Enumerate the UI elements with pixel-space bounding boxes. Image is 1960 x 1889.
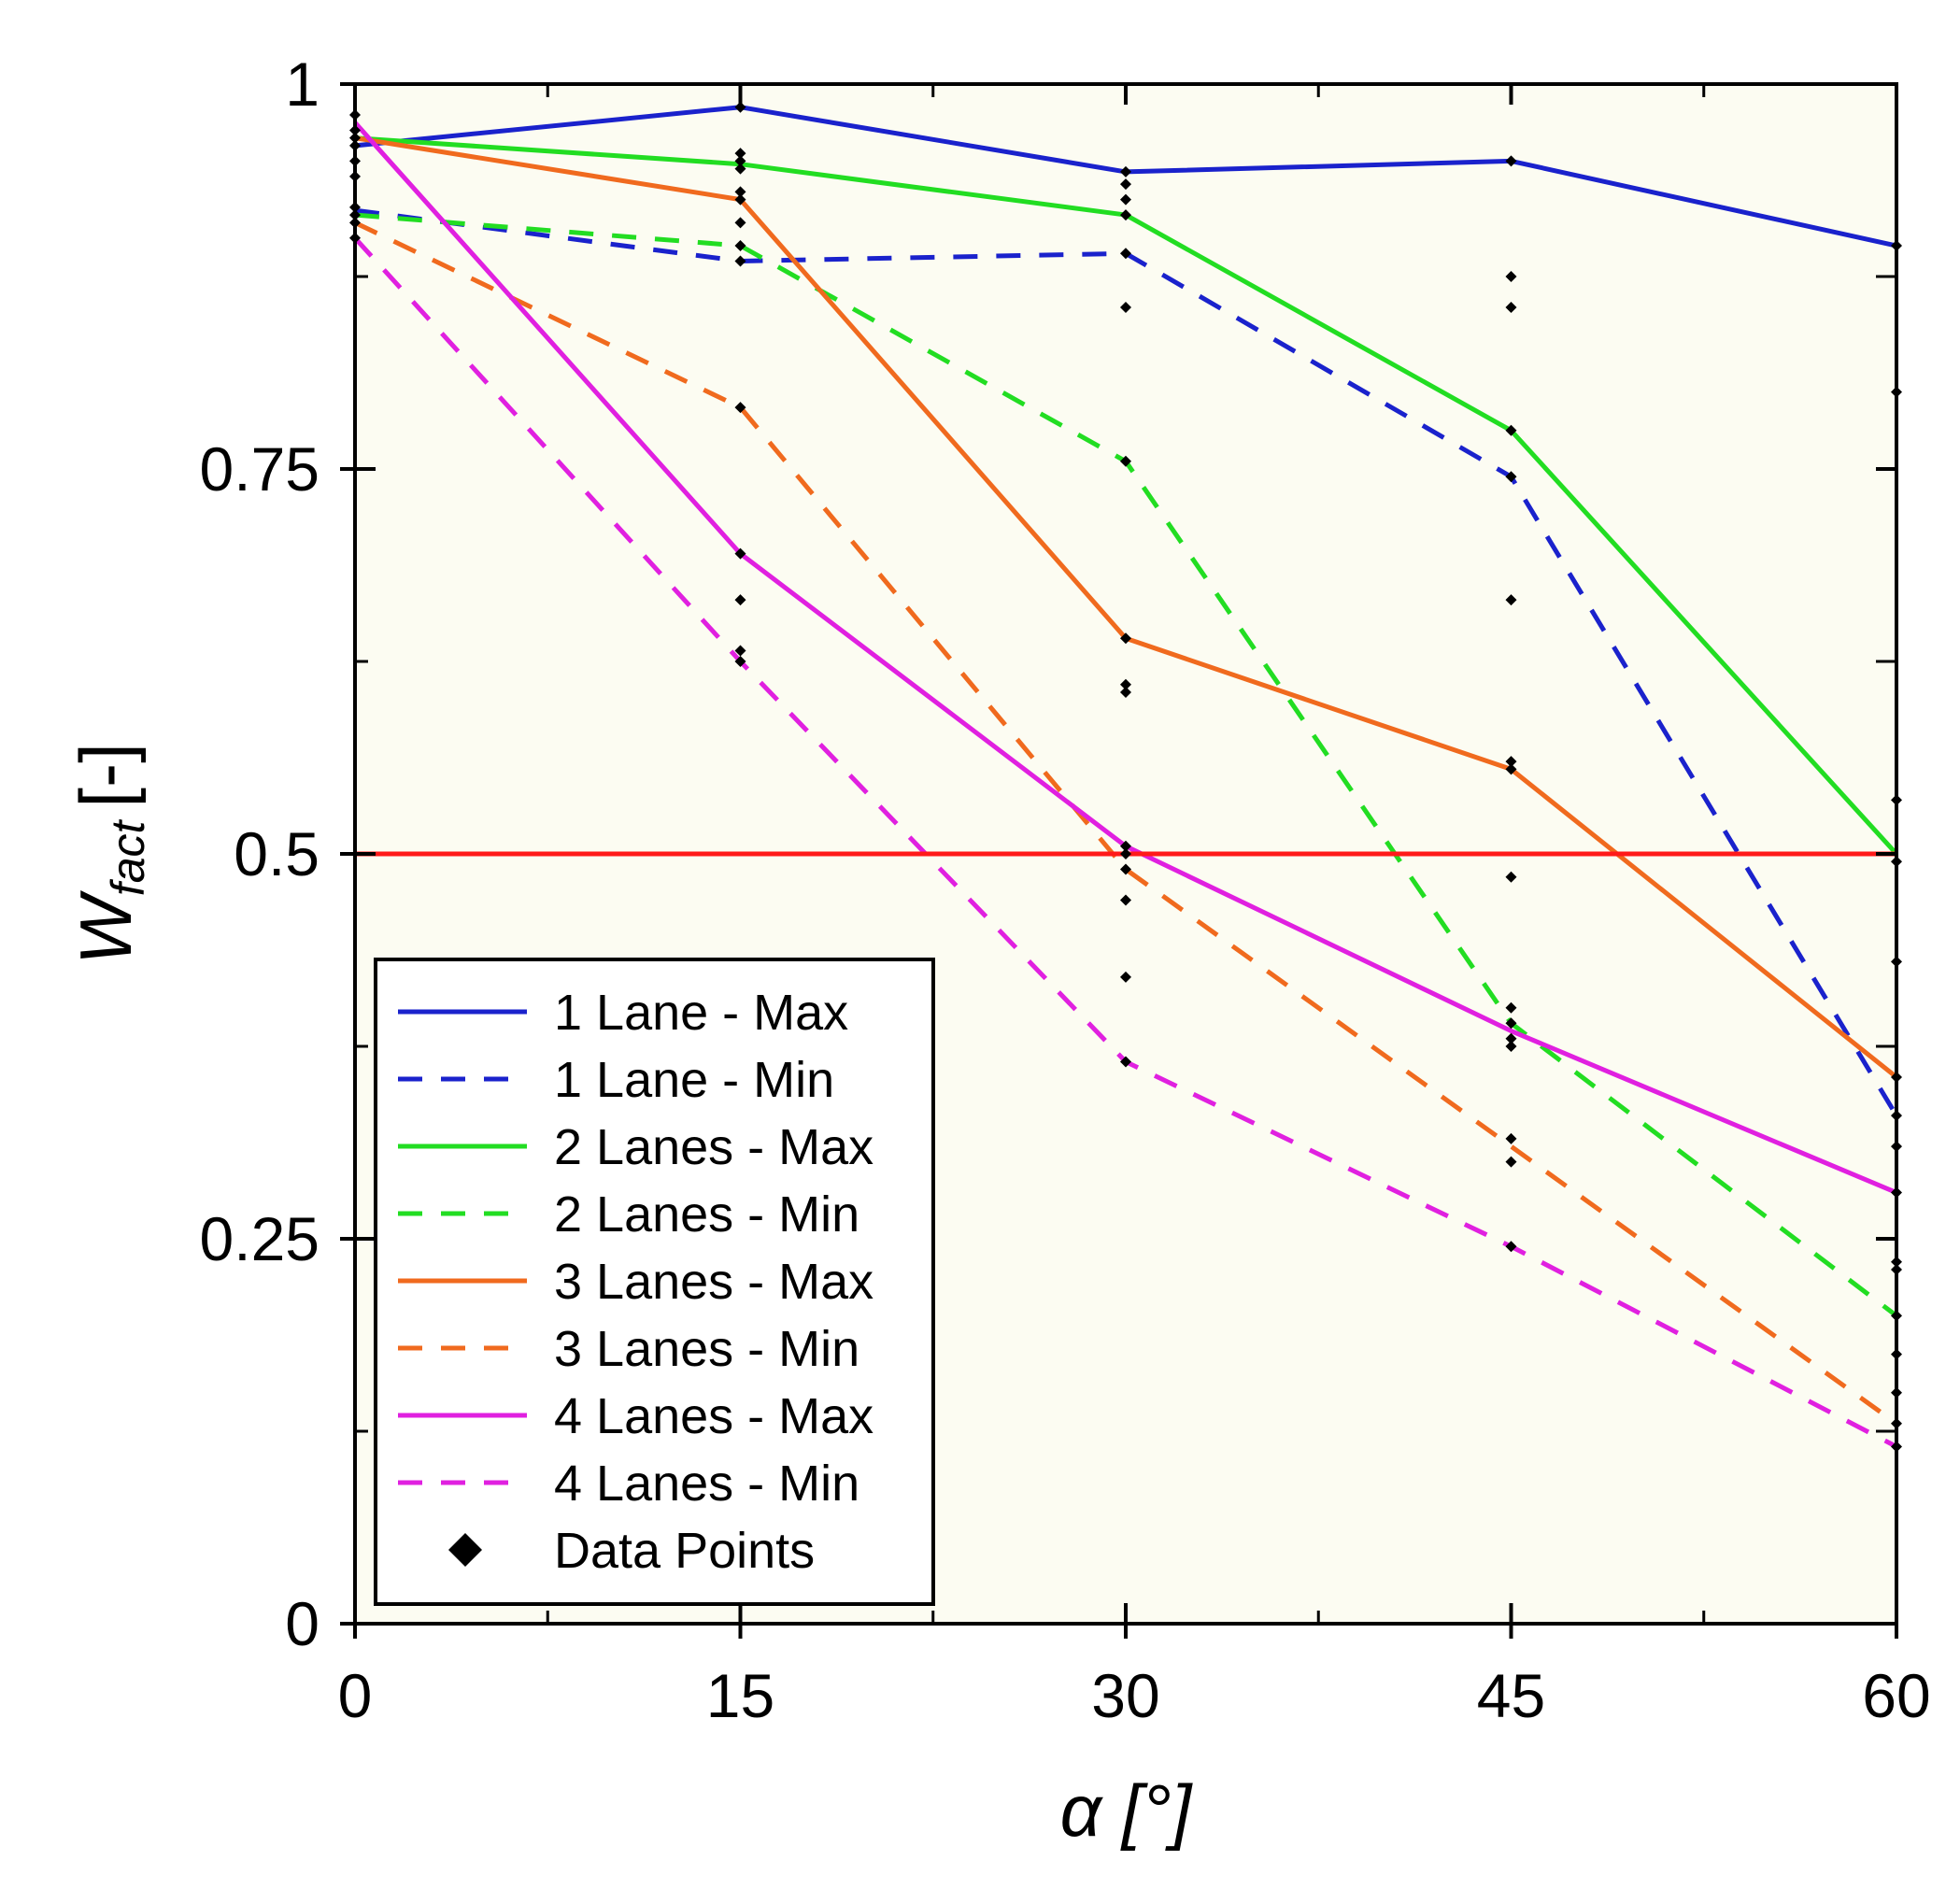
x-tick-label: 45 — [1477, 1661, 1545, 1730]
legend-label: 2 Lanes - Min — [554, 1186, 859, 1243]
legend-label: 3 Lanes - Max — [554, 1254, 873, 1310]
data-point — [1120, 209, 1131, 221]
data-point — [1505, 1017, 1517, 1030]
tick-labels: 0 15 30 45 60 0 0.25 0.5 0.75 1 — [200, 50, 1931, 1730]
data-point — [734, 656, 746, 667]
legend-label: 1 Lane - Max — [554, 985, 848, 1041]
data-point — [1505, 1132, 1517, 1144]
data-point — [1505, 155, 1517, 167]
data-point — [734, 255, 746, 267]
data-point — [1120, 971, 1131, 983]
legend-label: Data Points — [554, 1523, 815, 1579]
data-point — [1505, 424, 1517, 436]
x-tick-label: 30 — [1091, 1661, 1159, 1730]
x-axis-title: α [°] — [1060, 1769, 1194, 1852]
data-point — [734, 193, 746, 206]
data-point — [734, 186, 746, 198]
legend-label: 2 Lanes - Max — [554, 1119, 873, 1175]
x-tick-label: 60 — [1862, 1661, 1930, 1730]
data-point — [1120, 178, 1131, 191]
data-point — [1505, 1156, 1517, 1168]
legend-label: 3 Lanes - Min — [554, 1321, 859, 1377]
y-axis-title-unit: [-] — [64, 743, 147, 807]
data-point — [1120, 686, 1131, 698]
data-point — [734, 402, 746, 414]
data-point — [1505, 1241, 1517, 1253]
y-tick-label: 0.25 — [200, 1204, 320, 1273]
ticks — [340, 82, 1898, 1639]
data-point — [734, 240, 746, 252]
y-tick-label: 0 — [285, 1589, 320, 1658]
data-point — [1120, 848, 1131, 859]
data-point — [1505, 594, 1517, 606]
legend-label: 4 Lanes - Max — [554, 1388, 873, 1444]
data-point — [734, 148, 746, 160]
data-point — [1505, 871, 1517, 883]
data-point — [734, 155, 746, 167]
data-point — [1505, 1001, 1517, 1014]
data-point — [734, 217, 746, 229]
data-point — [734, 101, 746, 113]
data-point — [1505, 471, 1517, 483]
data-point — [1505, 763, 1517, 775]
y-axis-title-subscript: fact — [102, 818, 154, 896]
x-tick-label: 0 — [338, 1661, 373, 1730]
legend-marker — [448, 1533, 482, 1567]
data-point — [1505, 1041, 1517, 1052]
data-point — [1120, 1056, 1131, 1068]
data-point — [1120, 248, 1131, 260]
data-point — [1505, 271, 1517, 282]
y-tick-label: 0.5 — [234, 819, 320, 888]
legend-label: 1 Lane - Min — [554, 1052, 834, 1108]
svg-text:Wfact[-]: Wfact [-] — [64, 743, 154, 965]
data-point — [734, 547, 746, 560]
data-point — [1505, 756, 1517, 768]
legend: 1 Lane - Max 1 Lane - Min 2 Lanes - Max 2 L… — [374, 958, 935, 1606]
data-point — [1120, 863, 1131, 875]
data-point — [1120, 193, 1131, 206]
data-point — [734, 594, 746, 606]
y-tick-label: 1 — [285, 50, 320, 119]
data-point — [1120, 894, 1131, 906]
data-point — [1120, 455, 1131, 467]
data-point — [1120, 840, 1131, 852]
x-tick-label: 15 — [706, 1661, 774, 1730]
data-point — [1120, 165, 1131, 178]
data-point — [734, 645, 746, 657]
data-point — [734, 163, 746, 175]
y-axis-title-main: W — [64, 890, 147, 965]
data-point — [1505, 1032, 1517, 1044]
data-point — [1120, 678, 1131, 690]
legend-label: 4 Lanes - Min — [554, 1456, 859, 1512]
data-point — [1120, 301, 1131, 313]
y-tick-label: 0.75 — [200, 434, 320, 504]
data-point — [1120, 632, 1131, 645]
data-point — [1505, 301, 1517, 313]
y-axis-title: Wfact [-] — [64, 743, 154, 965]
